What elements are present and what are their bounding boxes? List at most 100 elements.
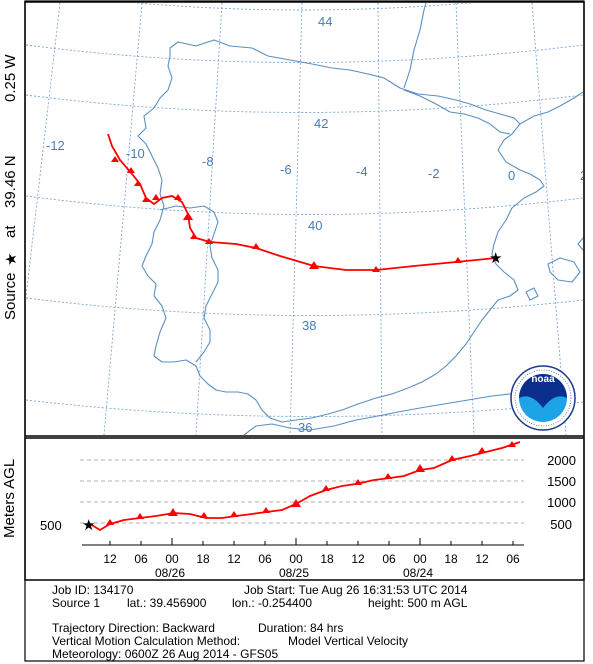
hour-label: 18 xyxy=(444,552,458,566)
date-label: 08/24 xyxy=(403,566,433,580)
lat-label-0: 44 xyxy=(318,14,332,29)
profile-marker xyxy=(230,511,238,517)
logo-text: noaa xyxy=(531,374,555,385)
height-tick-3: 500 xyxy=(550,517,572,532)
trajectory-marker xyxy=(372,266,380,272)
france-mediterranean-coast xyxy=(519,91,583,125)
hour-label: 06 xyxy=(134,552,148,566)
logo-bird-shape xyxy=(519,374,567,408)
hour-label: 18 xyxy=(320,552,334,566)
mallorca-island xyxy=(547,257,581,283)
graticule-lat-44 xyxy=(26,44,583,63)
height-tick-0: 2000 xyxy=(547,453,576,468)
hour-label: 12 xyxy=(227,552,241,566)
graticule-lon--2 xyxy=(455,3,475,435)
map-trajectory: ★ xyxy=(107,133,502,272)
hour-label: 06 xyxy=(258,552,272,566)
africa-coast xyxy=(243,389,521,435)
info-height: height: 500 m AGL xyxy=(368,596,468,610)
lat-label-2: 40 xyxy=(308,218,322,233)
graticule-lon--4 xyxy=(377,3,383,435)
profile-marker xyxy=(168,508,178,516)
france-coast xyxy=(403,3,427,89)
profile-marker xyxy=(106,519,114,525)
profile-markers xyxy=(106,441,516,525)
lon-label-7: 2 xyxy=(580,168,587,183)
map-panel: -12 -10 -8 -6 -4 -2 0 2 44 42 40 38 36 xyxy=(26,3,587,435)
info-vertical-label: Vertical Motion Calculation Method: xyxy=(52,634,241,648)
source-star-icon: ★ xyxy=(489,250,502,267)
graticule-lon-0 xyxy=(531,3,567,435)
hour-label: 12 xyxy=(351,552,365,566)
lon-label-0: -12 xyxy=(46,138,65,153)
profile-marker xyxy=(262,507,270,513)
profile-panel: Meters AGL 500 2000 1500 1000 500 xyxy=(1,441,576,580)
hour-label: 00 xyxy=(289,552,303,566)
profile-marker xyxy=(384,473,392,479)
source-label: Source ★ at 39.46 N 0.25 W xyxy=(2,54,20,320)
info-source: Source 1 xyxy=(52,596,101,610)
hour-label: 00 xyxy=(165,552,179,566)
hour-label: 06 xyxy=(382,552,396,566)
date-label: 08/25 xyxy=(279,566,309,580)
info-job-start: Job Start: Tue Aug 26 16:31:53 UTC 2014 xyxy=(244,583,468,597)
trajectory-marker xyxy=(111,156,119,162)
profile-marker xyxy=(354,479,362,485)
trajectory-marker xyxy=(134,180,142,186)
graticule-lat-42 xyxy=(26,94,583,113)
coastlines xyxy=(137,3,583,435)
trajectory-marker xyxy=(252,243,260,249)
lon-label-2: -8 xyxy=(202,154,214,169)
date-label: 08/26 xyxy=(155,566,185,580)
profile-marker xyxy=(478,447,486,453)
menorca-island xyxy=(577,237,583,251)
iberia-coastline xyxy=(137,39,545,423)
trajectory-marker xyxy=(142,196,150,202)
hour-label: 00 xyxy=(413,552,427,566)
height-tick-2: 1000 xyxy=(547,495,576,510)
trajectory-markers xyxy=(111,156,462,272)
graticule-lat-38 xyxy=(26,297,583,316)
profile-ylabel-group: Meters AGL xyxy=(1,459,18,538)
info-lat: lat.: 39.456900 xyxy=(127,596,207,610)
profile-marker xyxy=(508,441,516,447)
hour-label: 06 xyxy=(506,552,520,566)
profile-marker xyxy=(291,499,301,507)
portugal-spain-border xyxy=(159,205,219,363)
profile-marker xyxy=(322,485,330,491)
star-icon: ★ xyxy=(3,253,20,266)
ibiza-island xyxy=(525,287,539,301)
profile-date-labels: 08/26 08/25 08/24 xyxy=(155,566,433,580)
source-label-at: at xyxy=(2,225,19,238)
trajectory-line xyxy=(107,133,497,271)
profile-right-ticks: 2000 1500 1000 500 xyxy=(547,453,576,532)
hour-label: 12 xyxy=(475,552,489,566)
hour-label: 18 xyxy=(196,552,210,566)
trajectory-marker xyxy=(205,238,213,244)
info-lon: lon.: -0.254400 xyxy=(232,596,313,610)
profile-marker xyxy=(415,464,425,472)
profile-marker xyxy=(200,512,208,518)
graticule xyxy=(26,3,583,435)
graticule-lon--8 xyxy=(195,3,223,435)
trajectory-marker xyxy=(183,212,193,220)
graticule-lat-36 xyxy=(26,399,583,417)
info-direction: Trajectory Direction: Backward xyxy=(52,621,215,635)
trajectory-marker xyxy=(190,233,198,239)
profile-source-star-icon: ★ xyxy=(82,517,95,534)
noaa-logo: noaa xyxy=(510,365,576,431)
info-job-id: Job ID: 134170 xyxy=(52,583,134,597)
graticule-lon--12 xyxy=(26,3,61,301)
profile-trajectory-line xyxy=(89,441,521,532)
profile-ylabel: Meters AGL xyxy=(1,459,18,538)
profile-marker xyxy=(448,455,456,461)
trajectory-marker xyxy=(174,194,182,200)
lon-label-6: 0 xyxy=(508,168,515,183)
hour-label: 12 xyxy=(103,552,117,566)
lon-label-4: -4 xyxy=(356,164,368,179)
lat-label-3: 38 xyxy=(302,318,316,333)
trajectory-marker xyxy=(309,261,319,269)
graticule-lon--10 xyxy=(103,3,143,435)
source-label-lon: 0.25 W xyxy=(2,54,19,102)
